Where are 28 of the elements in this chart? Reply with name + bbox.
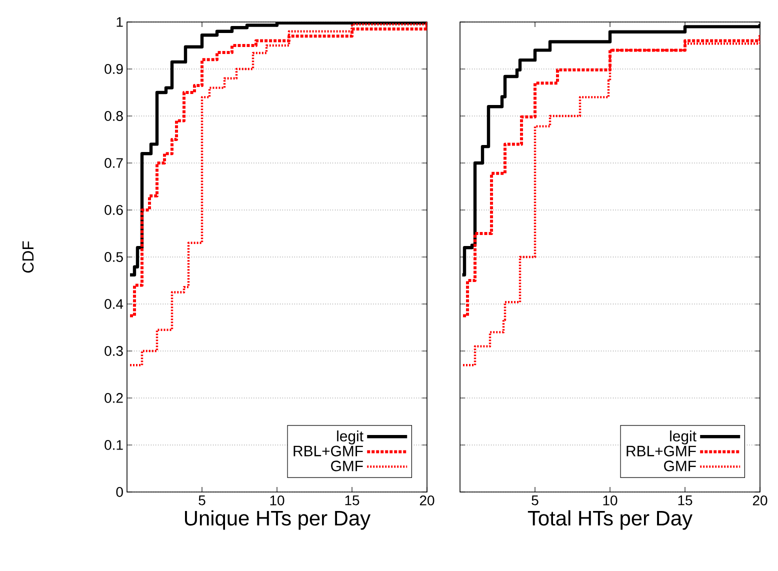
y-tick-label: 0.3 [104, 346, 123, 356]
legend-label: GMF [331, 460, 363, 472]
y-tick-label: 0.4 [104, 299, 124, 309]
x-axis-title: Total HTs per Day [528, 510, 692, 530]
y-tick-label: 0.5 [104, 252, 123, 262]
x-tick-label: 5 [532, 496, 538, 506]
legend-label: legit [670, 430, 696, 444]
x-tick-label: 10 [603, 496, 618, 506]
y-tick-label: 0.1 [104, 440, 123, 450]
y-tick-label: 0 [116, 487, 123, 497]
x-tick-label: 20 [420, 496, 434, 506]
x-tick-label: 15 [678, 496, 692, 506]
y-tick-label: 0.7 [104, 158, 123, 168]
legend-label: legit [337, 430, 364, 444]
x-tick-label: 5 [198, 496, 206, 506]
legend-label: RBL+GMF [294, 446, 363, 456]
legend-label: RBL+GMF [626, 446, 696, 456]
x-tick-label: 20 [752, 496, 768, 506]
x-tick-label: 15 [345, 496, 360, 506]
y-tick-label: 0.8 [104, 111, 123, 121]
y-axis-title: CDF [22, 241, 34, 273]
y-tick-label: 0.9 [104, 64, 123, 74]
x-tick-label: 10 [270, 496, 284, 506]
y-tick-label: 0.6 [104, 205, 123, 215]
y-tick-label: 0.2 [104, 393, 123, 403]
y-tick-label: 1 [116, 17, 123, 27]
legend-label: GMF [664, 460, 696, 472]
x-axis-title: Unique HTs per Day [185, 510, 371, 530]
